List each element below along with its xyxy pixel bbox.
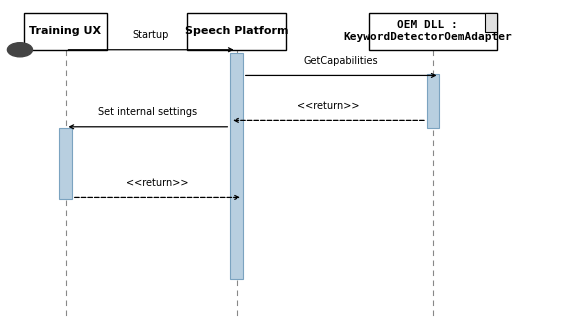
Text: Set internal settings: Set internal settings (99, 107, 197, 117)
Text: GetCapabilities: GetCapabilities (304, 56, 378, 66)
Bar (59, 128, 72, 199)
Text: OEM DLL :
KeywordDetectorOemAdapter: OEM DLL : KeywordDetectorOemAdapter (343, 21, 512, 42)
Text: Speech Platform: Speech Platform (185, 26, 288, 36)
Circle shape (7, 43, 32, 57)
Text: <<return>>: <<return>> (298, 101, 360, 111)
Bar (25, 13, 107, 50)
Text: Training UX: Training UX (30, 26, 101, 36)
Bar (484, 13, 497, 32)
Text: <<return>>: <<return>> (126, 178, 189, 188)
Bar (230, 53, 243, 279)
Bar (369, 13, 497, 50)
Bar (187, 13, 286, 50)
Text: Startup: Startup (133, 30, 169, 40)
Bar (427, 74, 439, 128)
